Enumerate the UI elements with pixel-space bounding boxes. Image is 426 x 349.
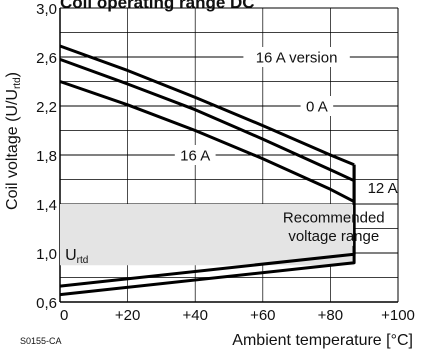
x-tick-label: +80 (318, 307, 343, 324)
annotation-2: voltage range (288, 228, 379, 245)
series-line-0 (59, 44, 355, 167)
y-tick-label: 1,8 (36, 148, 57, 165)
y-tick-label: 2,6 (36, 50, 57, 67)
series-label-bg (300, 96, 334, 116)
x-axis-label: Ambient temperature [°C] (232, 332, 413, 349)
chart-title: Coil operating range DC (60, 0, 255, 12)
series-line-1 (59, 57, 355, 183)
y-tick-label: 1,0 (36, 246, 57, 263)
annotation-1: Recommended (283, 209, 385, 226)
x-tick-label: +40 (182, 307, 207, 324)
x-tick-label: +60 (250, 307, 275, 324)
x-tick-label: +100 (381, 307, 415, 324)
series-line-4 (59, 164, 356, 297)
x-tick-labels: 0 +20 +40 +60 +80 +100 (60, 307, 415, 324)
y-tick-label: 3,0 (36, 1, 57, 18)
series-label-bg (243, 47, 350, 67)
series-label-bg (174, 145, 216, 165)
y-tick-label: 2,2 (36, 99, 57, 116)
series-lines (59, 44, 356, 297)
x-tick-label: 0 (60, 307, 68, 324)
y-tick-label: 1,4 (36, 197, 57, 214)
figure-code: S0155-CA (20, 336, 62, 346)
y-tick-label: 0,6 (36, 295, 57, 312)
y-axis-label-sub: rtd (12, 77, 23, 89)
y-axis-label: Coil voltage (U/Urtd) (4, 72, 23, 210)
annotation-0: 12 A (368, 180, 398, 197)
series-label: 16 A (180, 148, 210, 165)
series-label: 0 A (306, 99, 328, 116)
series-label: 16 A version (256, 50, 338, 67)
urtd-sub: rtd (77, 255, 89, 266)
x-tick-label: +20 (115, 307, 140, 324)
recommended-label-bg (286, 205, 354, 246)
y-axis-label-end: ) (4, 72, 21, 77)
series-line-2 (59, 80, 355, 203)
y-axis-label-main: Coil voltage (U/U (4, 89, 21, 210)
y-tick-labels: 0,6 1,0 1,4 1,8 2,2 2,6 3,0 (36, 1, 57, 312)
